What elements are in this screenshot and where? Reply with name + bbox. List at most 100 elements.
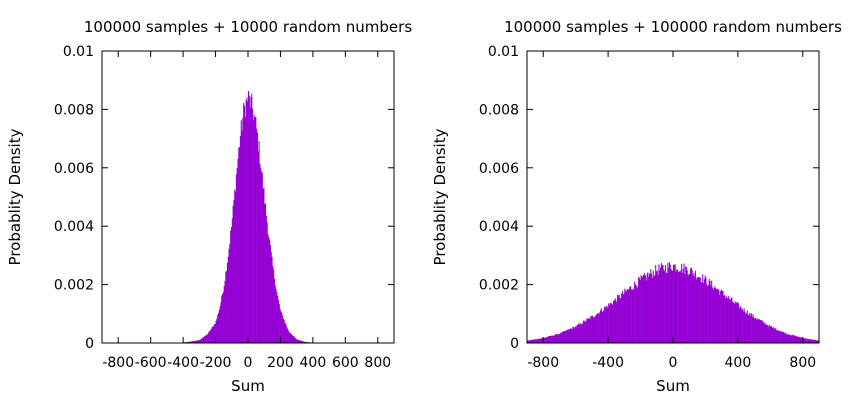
histogram-bar — [228, 248, 230, 343]
histogram-bar — [660, 263, 662, 343]
histogram-bar — [264, 204, 266, 343]
histogram-bar — [788, 334, 791, 343]
x-tick-label: 600 — [332, 355, 359, 371]
histogram-bar — [595, 314, 597, 343]
histogram-bar — [698, 277, 700, 343]
histogram-bar — [571, 329, 573, 343]
histogram-bar — [732, 301, 734, 343]
histogram-bar — [634, 281, 636, 343]
histogram-bar — [587, 318, 589, 343]
histogram-bar — [536, 338, 538, 343]
histogram-bar — [678, 271, 680, 343]
histogram-bar — [668, 267, 670, 343]
histogram-bar — [573, 326, 575, 343]
histogram-bar — [728, 296, 730, 343]
histogram-bar — [783, 332, 785, 343]
histogram-bar — [266, 222, 268, 343]
y-tick-label: 0.01 — [488, 44, 519, 60]
histogram-bar — [751, 316, 753, 343]
histogram-bar — [586, 318, 588, 343]
histogram-bar — [215, 320, 217, 343]
histogram-bar — [295, 338, 297, 343]
histogram-bar — [564, 330, 566, 343]
histogram-bar — [804, 338, 806, 343]
histogram-bar — [613, 300, 615, 343]
histogram-bar — [785, 334, 787, 343]
histogram-bar — [704, 275, 706, 343]
histogram-bar — [242, 117, 244, 343]
histogram-bar — [209, 330, 211, 343]
histogram-bar — [218, 309, 220, 343]
histogram-bar — [301, 341, 303, 343]
histogram-bar — [765, 323, 767, 343]
histogram-bar — [239, 135, 241, 343]
histogram-bars — [175, 91, 322, 344]
histogram-bar — [303, 341, 306, 343]
histogram-bar — [246, 97, 248, 344]
histogram-bar — [706, 284, 708, 343]
histogram-bar — [630, 286, 632, 343]
histogram-bar — [617, 295, 619, 343]
histogram-bar — [662, 265, 664, 343]
histogram-bar — [647, 276, 649, 343]
histogram-bar — [815, 340, 817, 343]
histogram-bar — [209, 330, 211, 343]
histogram-bar — [530, 340, 532, 343]
histogram-bar — [568, 329, 570, 343]
histogram-bar — [558, 333, 560, 343]
histogram-bar — [265, 215, 267, 343]
histogram-bar — [596, 313, 598, 343]
histogram-bar — [610, 302, 612, 343]
histogram-bar — [213, 326, 215, 343]
histogram-bar — [787, 334, 789, 343]
histogram-bar — [555, 334, 557, 343]
histogram-bar — [243, 102, 245, 343]
histogram-bar — [194, 340, 196, 343]
histogram-bar — [694, 276, 696, 343]
x-tick-label: 800 — [364, 355, 391, 371]
histogram-bar — [248, 91, 250, 344]
histogram-bar — [570, 328, 572, 343]
histogram-bar — [260, 171, 263, 343]
histogram-bar — [771, 327, 774, 343]
histogram-bar — [806, 339, 808, 343]
histogram-bar — [230, 230, 232, 343]
histogram-bar — [268, 237, 270, 343]
histogram-bar — [607, 308, 609, 343]
histogram-bar — [281, 312, 283, 343]
histogram-bar — [720, 289, 722, 343]
histogram-bar — [700, 281, 702, 343]
histogram-bar — [569, 329, 571, 343]
histogram-bar — [667, 262, 669, 343]
histogram-bar — [535, 339, 537, 343]
histogram-bar — [601, 311, 603, 343]
histogram-bar — [746, 310, 748, 343]
histogram-bar — [225, 271, 227, 343]
histogram-bar — [616, 302, 618, 343]
histogram-bar — [275, 289, 277, 343]
histogram-bar — [213, 324, 215, 343]
histogram-bar — [703, 279, 705, 343]
x-tick-label: 400 — [300, 355, 327, 371]
histogram-bar — [812, 339, 814, 343]
histogram-bar — [767, 326, 769, 343]
histogram-bar — [609, 303, 611, 343]
histogram-bar — [279, 308, 281, 343]
histogram-bar — [668, 262, 670, 343]
histogram-bar — [746, 313, 748, 343]
histogram-bar — [255, 116, 257, 343]
histogram-bar — [243, 105, 245, 343]
histogram-bar — [548, 335, 550, 343]
histogram-bar — [207, 333, 209, 343]
histogram-bar — [782, 331, 784, 343]
histogram-bar — [614, 298, 616, 343]
histogram-bar — [642, 274, 645, 343]
histogram-chart-left: 100000 samples + 10000 random numbers 00… — [6, 18, 412, 395]
histogram-bar — [806, 338, 808, 343]
x-tick-label: 0 — [244, 355, 253, 371]
histogram-bar — [273, 278, 276, 343]
histogram-bar — [296, 339, 298, 343]
histogram-bar — [715, 289, 718, 343]
histogram-bar — [635, 285, 637, 343]
histogram-bar — [300, 340, 302, 343]
